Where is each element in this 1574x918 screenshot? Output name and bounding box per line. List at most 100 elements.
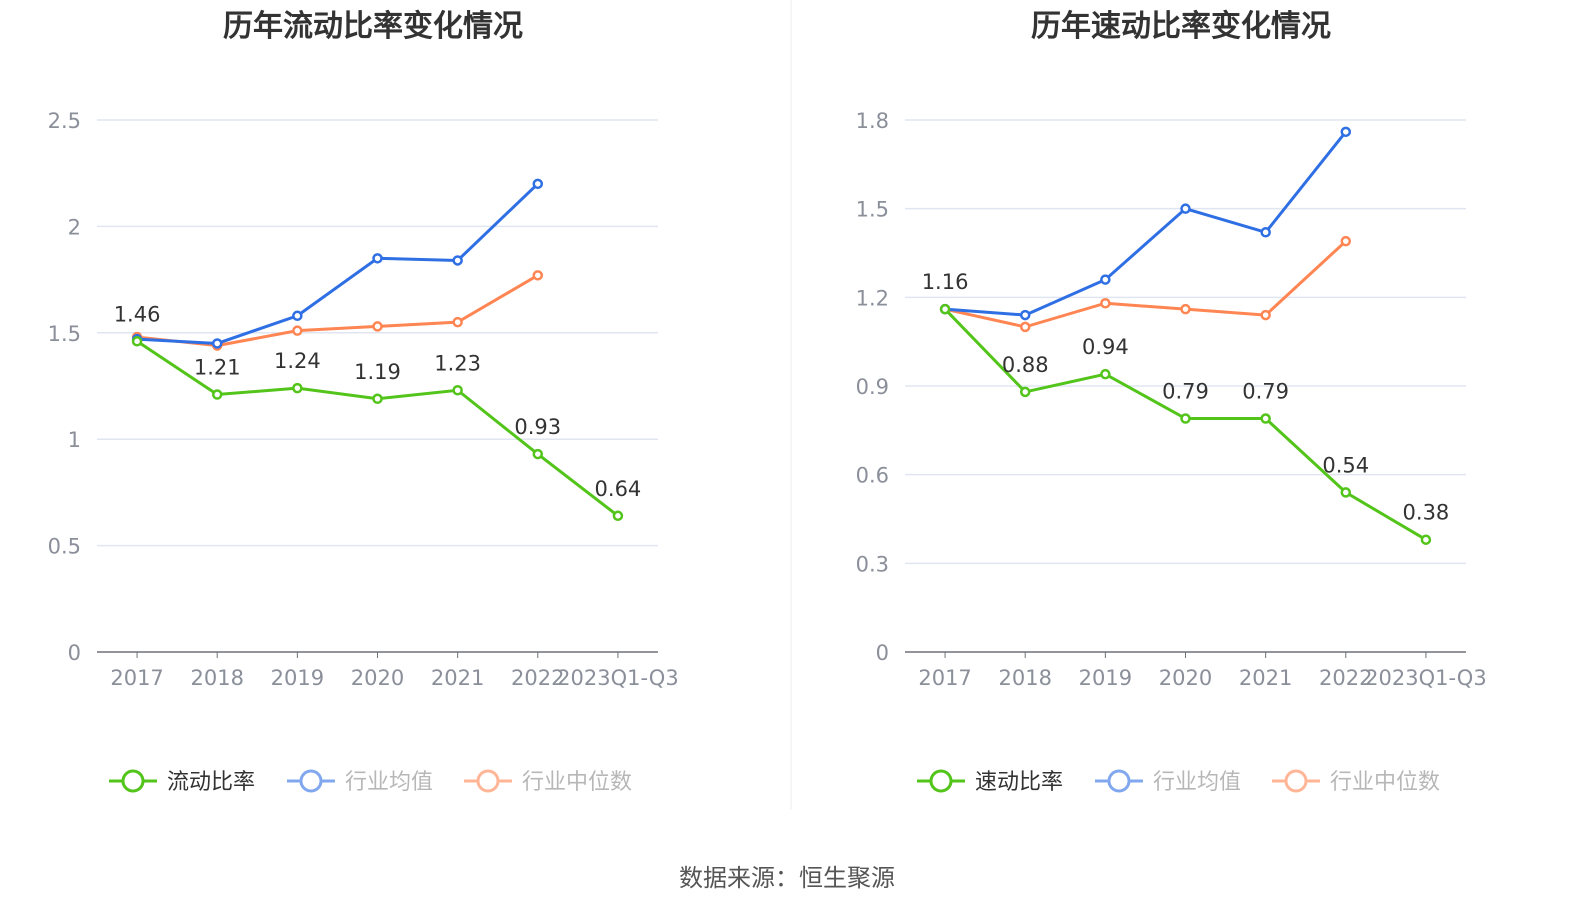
- y-tick-label: 1.5: [48, 322, 81, 346]
- x-tick-label: 2020: [1159, 666, 1212, 690]
- data-point[interactable]: [612, 510, 624, 522]
- data-label: 1.46: [114, 302, 161, 326]
- y-tick-label: 0.5: [48, 535, 81, 559]
- chart-0: 历年流动比率变化情况 0 0.5 1 1.5 2 2.5 2017 2018 2019 2020 20…: [48, 9, 679, 795]
- legend-circle-icon: [121, 769, 145, 793]
- data-label: 1.16: [922, 270, 969, 294]
- data-point[interactable]: [1260, 413, 1271, 424]
- data-label: 0.93: [514, 415, 561, 439]
- data-label: 0.79: [1242, 380, 1289, 404]
- data-point[interactable]: [372, 321, 383, 332]
- y-tick-label: 0: [876, 641, 889, 665]
- data-label: 0.79: [1162, 380, 1209, 404]
- legend-label: 行业中位数: [1330, 770, 1440, 795]
- data-point[interactable]: [211, 338, 223, 349]
- y-tick-label: 0.3: [856, 552, 889, 576]
- data-point[interactable]: [452, 385, 463, 396]
- chart-1: 历年速动比率变化情况 0 0.3 0.6 0.9 1.2 1.5 1.8 2017 2018 201…: [856, 9, 1487, 795]
- x-tick-label: 2020: [351, 666, 404, 690]
- data-point[interactable]: [131, 336, 143, 347]
- legend-item[interactable]: 行业均值: [1095, 769, 1241, 795]
- data-label: 0.38: [1403, 501, 1450, 525]
- x-tick-label: 2018: [190, 666, 243, 690]
- data-point[interactable]: [1019, 309, 1031, 321]
- legend-circle-icon: [299, 769, 323, 793]
- x-tick-label: 2022: [511, 666, 564, 690]
- data-point[interactable]: [292, 382, 303, 394]
- data-point[interactable]: [1180, 413, 1191, 424]
- y-tick-label: 1.8: [856, 109, 889, 133]
- data-point[interactable]: [1100, 368, 1111, 380]
- chart-title: 历年速动比率变化情况: [1031, 9, 1331, 44]
- legend-item[interactable]: 流动比率: [109, 769, 255, 795]
- legend-label: 流动比率: [167, 770, 255, 795]
- y-tick-label: 1: [68, 428, 81, 452]
- data-point[interactable]: [1340, 487, 1352, 498]
- legend-item[interactable]: 速动比率: [917, 769, 1063, 795]
- y-tick-label: 1.5: [856, 198, 889, 222]
- data-point[interactable]: [452, 255, 463, 266]
- data-point[interactable]: [1260, 309, 1271, 321]
- x-tick-label: 2017: [110, 666, 163, 690]
- data-label: 0.54: [1322, 453, 1369, 477]
- series-line-1: [944, 130, 1347, 317]
- y-tick-label: 1.2: [856, 286, 889, 310]
- legend-circle-icon: [476, 769, 500, 793]
- legend-label: 行业均值: [345, 770, 433, 795]
- data-label: 1.19: [354, 360, 401, 384]
- source-note: 数据来源：恒生聚源: [679, 864, 895, 892]
- data-point[interactable]: [532, 448, 544, 460]
- data-label: 0.88: [1002, 353, 1049, 377]
- data-label: 1.23: [434, 351, 481, 375]
- x-tick-label: 2021: [1239, 666, 1292, 690]
- data-label: 0.64: [595, 477, 642, 501]
- data-point[interactable]: [292, 310, 303, 322]
- data-point[interactable]: [292, 325, 303, 336]
- data-point[interactable]: [1019, 321, 1031, 333]
- x-tick-label: 2023Q1-Q3: [1365, 666, 1487, 690]
- x-tick-label: 2019: [1079, 666, 1132, 690]
- legend-circle-icon: [1107, 769, 1131, 793]
- legend-label: 行业均值: [1153, 770, 1241, 795]
- data-point[interactable]: [1260, 227, 1271, 238]
- series-line-0: [943, 308, 1427, 541]
- chart-title: 历年流动比率变化情况: [223, 9, 523, 44]
- data-point[interactable]: [1100, 297, 1111, 309]
- legend-item[interactable]: 行业中位数: [1272, 769, 1440, 795]
- data-label: 1.24: [274, 349, 321, 373]
- data-label: 0.94: [1082, 335, 1129, 359]
- data-point[interactable]: [532, 270, 544, 281]
- data-point[interactable]: [1420, 534, 1432, 545]
- data-point[interactable]: [939, 303, 951, 315]
- legend-circle-icon: [929, 769, 953, 793]
- x-tick-label: 2018: [998, 666, 1051, 690]
- y-tick-label: 2: [68, 215, 81, 239]
- data-point[interactable]: [1019, 386, 1031, 398]
- data-point[interactable]: [372, 393, 383, 405]
- data-label: 1.21: [194, 356, 241, 380]
- legend-item[interactable]: 行业中位数: [464, 769, 632, 795]
- data-point[interactable]: [1180, 303, 1191, 315]
- x-tick-label: 2021: [431, 666, 484, 690]
- data-point[interactable]: [532, 178, 544, 190]
- data-point[interactable]: [372, 253, 383, 264]
- y-tick-label: 0: [68, 641, 81, 665]
- y-tick-label: 0.6: [856, 464, 889, 488]
- x-tick-label: 2023Q1-Q3: [557, 666, 679, 690]
- legend-circle-icon: [1284, 769, 1308, 793]
- x-tick-label: 2017: [918, 666, 971, 690]
- data-point[interactable]: [1180, 203, 1191, 214]
- legend-item[interactable]: 行业均值: [287, 769, 433, 795]
- data-point[interactable]: [452, 316, 463, 328]
- x-tick-label: 2019: [271, 666, 324, 690]
- series-line-2: [944, 240, 1347, 329]
- data-point[interactable]: [1340, 126, 1352, 138]
- legend-label: 行业中位数: [522, 770, 632, 795]
- legend-label: 速动比率: [975, 770, 1063, 795]
- series-line-1: [136, 182, 539, 345]
- y-tick-label: 2.5: [48, 109, 81, 133]
- data-point[interactable]: [1100, 274, 1111, 285]
- data-point[interactable]: [211, 389, 223, 400]
- data-point[interactable]: [1340, 235, 1352, 247]
